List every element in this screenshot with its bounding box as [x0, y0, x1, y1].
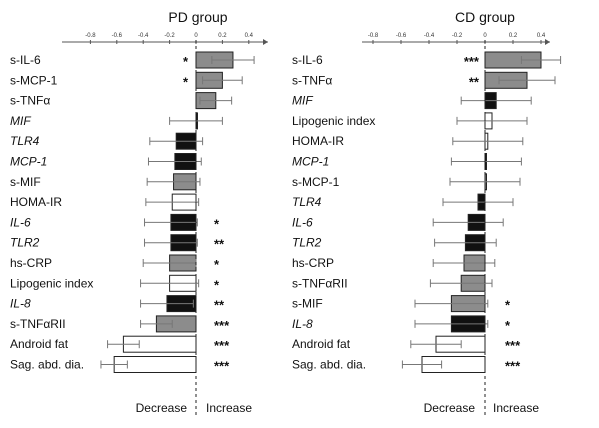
pd-significance-marker: *	[183, 54, 189, 69]
pd-significance-marker: *	[183, 74, 189, 89]
pd-row-label: Android fat	[10, 337, 69, 351]
pd-row-label: TLR2	[10, 236, 40, 250]
pd-row-label: MCP-1	[10, 155, 47, 169]
pd-tick-label: -0.8	[85, 33, 96, 39]
cd-row-label: TLR2	[292, 236, 322, 250]
cd-axis-arrow	[545, 39, 550, 45]
pd-row-label: s-MCP-1	[10, 73, 58, 87]
pd-row-label: MIF	[10, 114, 31, 128]
pd-significance-marker: *	[214, 216, 220, 231]
pd-row-label: HOMA-IR	[10, 195, 62, 209]
cd-chart-title: CD group	[455, 9, 515, 25]
pd-row-label: Sag. abd. dia.	[10, 358, 84, 372]
pd-significance-marker: **	[214, 298, 225, 313]
cd-tick-label: 0	[483, 33, 487, 39]
cd-significance-marker: ***	[464, 54, 480, 69]
pd-decrease-label: Decrease	[136, 401, 188, 415]
pd-bar-group: s-IL-6 * s-MCP-1 * s-TNFα MIF TLR4 MCP-1 s-MIF HO…	[10, 51, 255, 374]
cd-significance-marker: **	[469, 74, 480, 89]
pd-row-label: s-MIF	[10, 175, 41, 189]
pd-tick-label: 0.4	[245, 33, 254, 39]
cd-significance-marker: ***	[505, 359, 521, 374]
pd-tick-label: 0.2	[218, 33, 227, 39]
pd-tick-label: -0.2	[164, 33, 175, 39]
cd-group-panel: CD group -0.8 -0.6 -0.4 -0.2 0 0.2 0.4 s-IL-6 *…	[292, 9, 562, 418]
cd-significance-marker: *	[505, 318, 511, 333]
cd-row-label: s-IL-6	[292, 53, 323, 67]
pd-row-label: s-TNFαRII	[10, 317, 66, 331]
cd-tick-group: -0.8 -0.6 -0.4 -0.2 0 0.2 0.4	[368, 33, 550, 45]
cd-tick-label: -0.6	[396, 33, 407, 39]
pd-tick-group: -0.8 -0.6 -0.4 -0.2 0 0.2 0.4	[85, 33, 268, 45]
cd-tick-label: -0.8	[368, 33, 379, 39]
cd-row-label: MIF	[292, 94, 313, 108]
pd-significance-marker: ***	[214, 359, 230, 374]
cd-row-label: IL-8	[292, 317, 313, 331]
pd-row-label: s-IL-6	[10, 53, 41, 67]
cd-row-label: Lipogenic index	[292, 114, 375, 128]
cd-row-label: s-MCP-1	[292, 175, 340, 189]
pd-significance-marker: ***	[214, 338, 230, 353]
cd-row-label: hs-CRP	[292, 256, 334, 270]
cd-tick-label: 0.2	[509, 33, 518, 39]
cd-tick-label: -0.2	[452, 33, 463, 39]
pd-row-label: hs-CRP	[10, 256, 52, 270]
pd-row-label: TLR4	[10, 134, 40, 148]
pd-row-label: IL-6	[10, 215, 31, 229]
pd-group-panel: PD group -0.8 -0.6 -0.4 -0.2 0 0.2 0.4 s-IL-6 *…	[10, 9, 268, 418]
pd-axis-arrow	[263, 39, 268, 45]
cd-row-label: s-TNFαRII	[292, 276, 348, 290]
cd-row-label: Android fat	[292, 337, 351, 351]
cd-significance-marker: *	[505, 298, 511, 313]
cd-row-label: IL-6	[292, 215, 313, 229]
pd-row-label: Lipogenic index	[10, 276, 93, 290]
pd-tick-label: -0.6	[112, 33, 123, 39]
cd-row-label: s-TNFα	[292, 73, 332, 87]
pd-significance-marker: **	[214, 237, 225, 252]
cd-row-label: TLR4	[292, 195, 322, 209]
cd-increase-label: Increase	[493, 401, 539, 415]
pd-row-label: IL-8	[10, 297, 31, 311]
cd-tick-label: 0.4	[537, 33, 546, 39]
pd-significance-marker: *	[214, 277, 220, 292]
pd-significance-marker: ***	[214, 318, 230, 333]
cd-row-label: s-MIF	[292, 297, 323, 311]
cd-row-label: HOMA-IR	[292, 134, 344, 148]
cd-row-label: Sag. abd. dia.	[292, 358, 366, 372]
pd-increase-label: Increase	[206, 401, 252, 415]
cd-row-label: MCP-1	[292, 155, 329, 169]
cd-decrease-label: Decrease	[424, 401, 476, 415]
pd-row-label: s-TNFα	[10, 94, 50, 108]
cd-tick-label: -0.4	[424, 33, 435, 39]
pd-tick-label: 0	[194, 33, 198, 39]
cd-significance-marker: ***	[505, 338, 521, 353]
pd-significance-marker: *	[214, 257, 220, 272]
pd-chart-title: PD group	[168, 9, 227, 25]
pd-tick-label: -0.4	[138, 33, 149, 39]
